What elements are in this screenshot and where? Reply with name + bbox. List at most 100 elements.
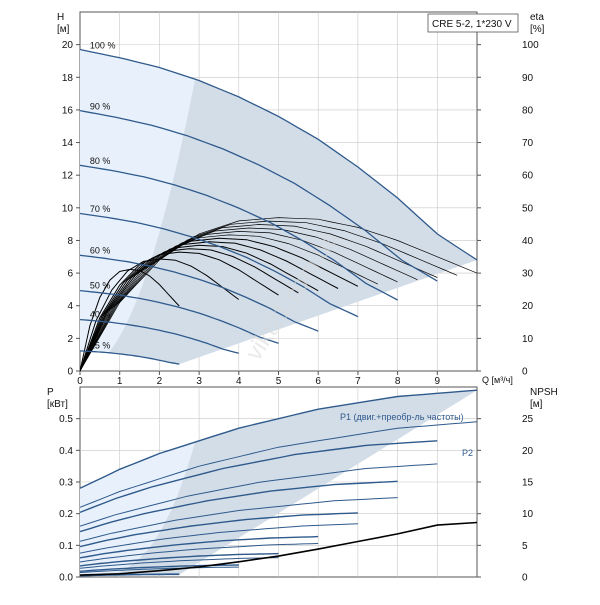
p1-curve (80, 552, 279, 567)
y2-axis-label: NPSH (530, 387, 558, 398)
p2-curve (80, 421, 477, 508)
speed-label: 60 % (90, 245, 111, 255)
y2-axis-label: eta (530, 12, 544, 23)
eta-curve (80, 224, 438, 371)
p1-curve (80, 512, 358, 548)
y-tick-label: 0.1 (59, 541, 73, 552)
y-tick-label: 14 (62, 138, 74, 149)
y2-tick-label: 50 (522, 203, 534, 214)
x-tick-label: 4 (236, 376, 242, 387)
eta-curve (80, 227, 418, 371)
y-axis-label: P (47, 387, 54, 398)
y-tick-label: 8 (67, 236, 73, 247)
head-curve (80, 318, 239, 354)
chart-title: CRE 5-2, 1*230 V (432, 19, 512, 30)
y-tick-label: 6 (67, 269, 73, 280)
p2-curve (80, 574, 180, 577)
y2-tick-label: 0 (522, 367, 528, 378)
head-efficiency-panel: 0 1 2 3 4 5 6 7 8 9024681012141618200102030405060… (57, 11, 545, 387)
y2-tick-label: 20 (522, 301, 534, 312)
y-tick-label: 0.2 (59, 509, 73, 520)
x-tick-label: 8 (395, 376, 401, 387)
speed-label: 80 % (90, 156, 111, 166)
y-axis-label: [кВт] (47, 399, 68, 410)
y2-tick-label: 5 (522, 541, 528, 552)
y2-tick-label: 40 (522, 236, 534, 247)
x-tick-label: 3 (196, 376, 202, 387)
speed-label: 100 % (90, 41, 116, 51)
y2-tick-label: 10 (522, 509, 534, 520)
x-tick-label: 2 (157, 376, 163, 387)
title-box (427, 13, 519, 33)
y2-tick-label: 60 (522, 171, 534, 182)
x-tick-label: 1 (117, 376, 123, 387)
top-operating-region (80, 49, 477, 365)
y-tick-label: 0 (67, 367, 73, 378)
y2-tick-label: 100 (522, 40, 539, 51)
head-curve (80, 109, 438, 282)
y2-tick-label: 30 (522, 269, 534, 280)
y-tick-label: 0.0 (59, 573, 73, 584)
p2-curve (80, 557, 279, 569)
head-curve (80, 212, 359, 318)
head-curves (80, 48, 477, 365)
y2-tick-label: 70 (522, 138, 534, 149)
speed-label: 90 % (90, 101, 111, 111)
p1-curve (80, 440, 438, 514)
bottom-axes: 0.0 0.1 0.2 0.3 0.4 0.5 0 5 10 15 20 25 P[кВт] NPSH[м… (47, 387, 558, 584)
y-tick-label: 0.5 (59, 414, 73, 425)
speed-label: 50 % (90, 281, 111, 291)
eta-curve (80, 251, 279, 371)
eta-curve (80, 231, 398, 371)
p1-label: P1 (двиг.+преобр-ль частоты) (340, 412, 464, 422)
speed-label: 70 % (90, 204, 111, 214)
head-curve (80, 164, 398, 301)
bottom-operating-region (80, 390, 477, 576)
power-curves (80, 389, 477, 577)
y2-tick-label: 80 (522, 105, 534, 116)
p2-curve (80, 543, 319, 563)
power-labels: P1 (двиг.+преобр-ль частоты) P2 (340, 412, 473, 458)
y-tick-label: 0.4 (59, 446, 73, 457)
eta-curve (80, 244, 319, 371)
y2-tick-label: 15 (522, 478, 534, 489)
y-tick-label: 4 (67, 301, 73, 312)
y2-axis-label: [м] (530, 399, 543, 410)
x-tick-label: 5 (276, 376, 282, 387)
y2-tick-label: 0 (522, 573, 528, 584)
x-tick-label: 9 (435, 376, 441, 387)
y2-tick-label: 20 (522, 446, 534, 457)
y-tick-label: 0.3 (59, 478, 73, 489)
head-curve (80, 289, 279, 344)
p2-curve (80, 463, 438, 527)
eta-curve (80, 268, 180, 371)
p2-curve (80, 497, 398, 542)
eta-curve (80, 241, 339, 371)
p2-curve (80, 523, 358, 554)
y-axis-label: H (57, 12, 64, 23)
y-tick-label: 12 (62, 171, 74, 182)
head-curve (80, 350, 180, 365)
y-tick-label: 20 (62, 40, 74, 51)
x-tick-label: 7 (355, 376, 361, 387)
y-tick-label: 16 (62, 105, 74, 116)
y2-tick-label: 10 (522, 334, 534, 345)
eta-curve (80, 248, 299, 371)
efficiency-curves (80, 217, 477, 371)
head-curve (80, 48, 477, 261)
speed-label: 40 % (90, 309, 111, 319)
p2-label: P2 (462, 448, 473, 458)
eta-curve (80, 258, 240, 371)
x-tick-label: 6 (315, 376, 321, 387)
y-tick-label: 2 (67, 334, 73, 345)
head-curve (80, 254, 319, 332)
region-dark (108, 390, 477, 576)
eta-curve (80, 237, 359, 371)
y-tick-label: 18 (62, 73, 74, 84)
region-dark (108, 79, 477, 365)
x-axis-label: Q [м³/ч] (482, 375, 513, 385)
speed-labels: 100 % 90 % 80 % 70 % 60 % 50 % 40 % 25 % (90, 41, 116, 351)
y2-tick-label: 90 (522, 73, 534, 84)
